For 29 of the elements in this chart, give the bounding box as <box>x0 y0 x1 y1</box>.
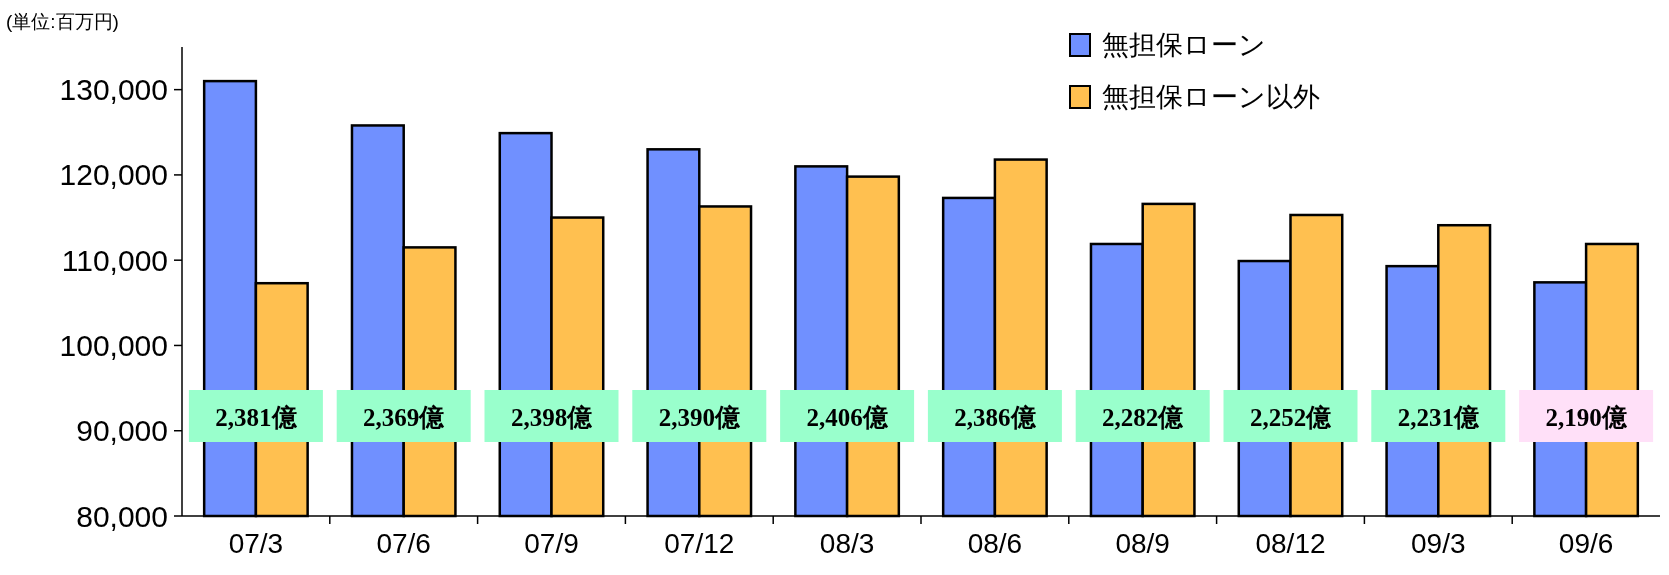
y-tick-label: 130,000 <box>59 73 168 107</box>
x-tick-label: 07/3 <box>228 527 284 559</box>
annotation: 2,381億 <box>215 403 298 431</box>
y-tick-label: 80,000 <box>76 499 168 533</box>
x-tick-label: 07/12 <box>664 527 735 559</box>
x-tick-label: 08/6 <box>967 527 1023 559</box>
y-axis-title: (単位:百万円) <box>6 11 119 32</box>
x-tick-label: 07/9 <box>524 527 579 559</box>
annotation: 2,398億 <box>510 403 594 431</box>
annotation: 2,231億 <box>1397 403 1480 431</box>
x-tick-label: 08/9 <box>1115 527 1170 559</box>
annotation: 2,406億 <box>806 403 889 431</box>
y-tick-label: 110,000 <box>61 243 168 277</box>
annotation: 2,252億 <box>1249 403 1333 431</box>
legend-label: 無担保ローン <box>1102 30 1266 60</box>
annotation: 2,369億 <box>363 403 446 431</box>
x-tick-label: 07/6 <box>376 527 431 559</box>
y-tick-label: 120,000 <box>59 158 168 192</box>
annotation: 2,190億 <box>1545 403 1628 431</box>
annotation: 2,390億 <box>658 403 741 431</box>
annotation: 2,282億 <box>1102 403 1185 431</box>
x-tick-label: 08/12 <box>1255 527 1326 559</box>
annotation: 2,386億 <box>954 403 1037 431</box>
x-tick-label: 08/3 <box>819 527 875 559</box>
x-tick-label: 09/3 <box>1411 527 1466 559</box>
legend-label: 無担保ローン以外 <box>1102 82 1320 112</box>
x-tick-label: 09/6 <box>1558 527 1614 559</box>
y-tick-label: 90,000 <box>76 414 168 448</box>
y-tick-label: 100,000 <box>59 328 168 362</box>
